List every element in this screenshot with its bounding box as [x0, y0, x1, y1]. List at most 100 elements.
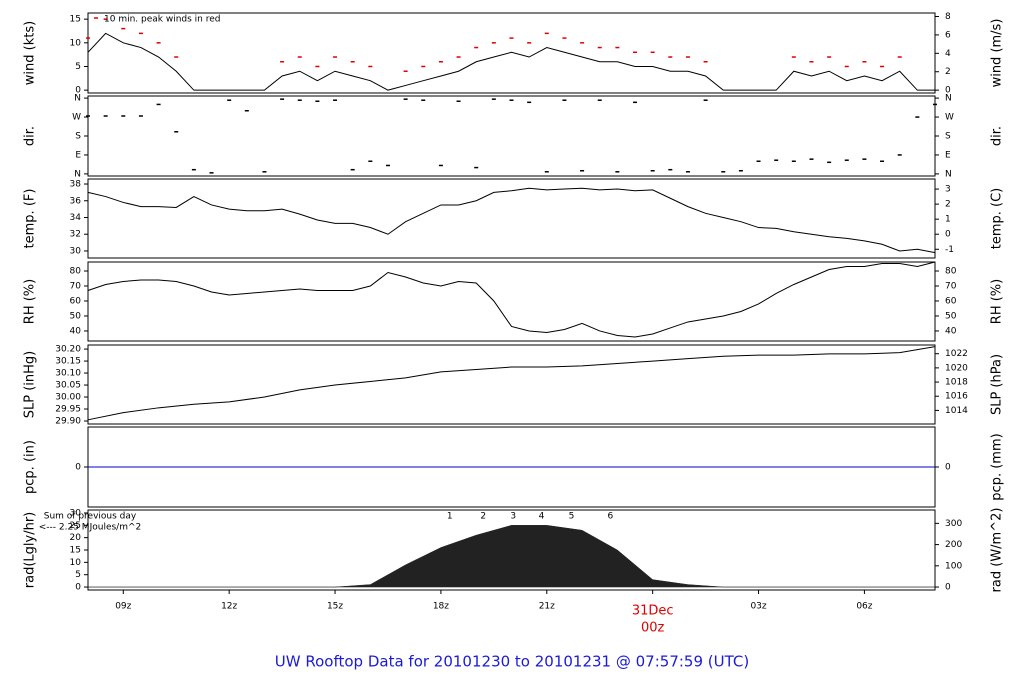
y2-tick-label: 1	[945, 215, 951, 225]
y-tick-label: 36	[70, 196, 82, 206]
y-axis-label: wind (kts)	[23, 21, 38, 85]
y2-tick-label: 60	[945, 296, 957, 306]
y-tick-label: 0	[75, 463, 81, 473]
date-label: 31Dec	[632, 604, 674, 619]
y-tick-label: 5	[75, 62, 81, 72]
y2-tick-label: 2	[945, 67, 951, 77]
y2-axis-label: RH (%)	[990, 279, 1005, 324]
x-tick-label: 12z	[221, 602, 237, 612]
y-tick-label: 30.10	[55, 369, 81, 379]
y-tick-label: 10	[70, 38, 82, 48]
y2-tick-label: 0	[945, 583, 951, 593]
y-axis-label: RH (%)	[23, 279, 38, 324]
y2-axis-label: temp. (C)	[990, 188, 1005, 250]
y2-tick-label: 1018	[945, 378, 968, 388]
x-tick-label: 03z	[750, 602, 766, 612]
y2-tick-label: 4	[945, 49, 951, 59]
area	[88, 525, 935, 588]
line	[87, 32, 935, 91]
y-tick-label: E	[75, 150, 81, 160]
y-tick-label: 60	[70, 296, 82, 306]
y2-tick-label: 70	[945, 281, 957, 291]
line	[87, 261, 936, 338]
hour-label: 2	[480, 512, 486, 522]
y2-tick-label: 0	[945, 230, 951, 240]
y-tick-label: 29.95	[55, 405, 81, 415]
y-tick-label: 0	[75, 86, 81, 96]
y2-tick-label: N	[945, 94, 952, 104]
y2-axis-label: wind (m/s)	[990, 19, 1005, 88]
hour-label: 6	[607, 512, 613, 522]
y-tick-label: N	[74, 169, 81, 179]
x-tick-label: 06z	[856, 602, 872, 612]
y2-tick-label: N	[945, 169, 952, 179]
hour-label: 5	[569, 512, 575, 522]
y2-tick-label: 0	[945, 463, 951, 473]
line	[87, 187, 936, 254]
y-tick-label: 15	[70, 546, 81, 556]
y2-tick-label: 6	[945, 30, 951, 40]
panel-frame	[87, 261, 936, 342]
y2-tick-label: 8	[945, 12, 951, 22]
y2-tick-label: 100	[945, 561, 962, 571]
y-tick-label: 30.05	[55, 381, 81, 391]
y-tick-label: 30	[70, 246, 82, 256]
x-tick-label: 15z	[327, 602, 343, 612]
y-tick-label: 38	[70, 180, 82, 190]
y-tick-label: N	[74, 94, 81, 104]
y2-tick-label: 1020	[945, 363, 968, 373]
y2-axis-label: pcp. (mm)	[990, 433, 1005, 500]
panel-frame	[87, 12, 936, 94]
y2-tick-label: 2	[945, 200, 951, 210]
y-tick-label: 34	[70, 213, 82, 223]
y-tick-label: 70	[70, 281, 82, 291]
note: Sum of previous day	[44, 512, 137, 522]
y2-axis-label: rad (W/m^2)	[990, 508, 1005, 593]
hour-label: 3	[510, 512, 516, 522]
y-tick-label: 15	[70, 15, 81, 25]
panel-frame	[87, 95, 936, 177]
y2-tick-label: S	[945, 132, 951, 142]
y-tick-label: 80	[70, 266, 82, 276]
y2-tick-label: 50	[945, 311, 957, 321]
y-tick-label: 40	[70, 326, 82, 336]
y2-tick-label: 0	[945, 86, 951, 96]
y-tick-label: 32	[70, 230, 81, 240]
y-axis-label: SLP (inHg)	[23, 351, 38, 419]
panel-frame	[87, 178, 936, 259]
y-tick-label: 30.15	[55, 357, 81, 367]
y2-tick-label: 200	[945, 540, 962, 550]
y-tick-label: 50	[70, 311, 82, 321]
y2-tick-label: 3	[945, 185, 951, 195]
x-tick-label: 18z	[433, 602, 449, 612]
x-tick-label: 00z	[641, 621, 665, 636]
x-tick-label: 09z	[115, 602, 131, 612]
y2-tick-label: -1	[945, 245, 954, 255]
y-axis-label: rad(Lgly/hr)	[23, 512, 38, 588]
y-tick-label: 29.90	[55, 417, 81, 427]
hour-label: 1	[447, 512, 453, 522]
y2-tick-label: 300	[945, 519, 962, 529]
y2-tick-label: 1014	[945, 406, 968, 416]
line	[87, 346, 936, 421]
y2-tick-label: E	[945, 150, 951, 160]
y-tick-label: 30	[70, 508, 82, 518]
annotation: 10 min. peak winds in red	[104, 15, 221, 25]
y2-axis-label: SLP (hPa)	[990, 354, 1005, 415]
y2-axis-label: dir.	[990, 126, 1005, 146]
y2-tick-label: 1022	[945, 349, 968, 359]
y-axis-label: dir.	[23, 126, 38, 146]
y2-tick-label: 40	[945, 326, 957, 336]
hour-label: 4	[539, 512, 545, 522]
y-axis-label: temp. (F)	[23, 189, 38, 249]
y-tick-label: 30.20	[55, 345, 81, 355]
y2-tick-label: 1016	[945, 392, 968, 402]
y-tick-label: 0	[75, 583, 81, 593]
note: <--- 2.25 MJoules/m^2	[39, 523, 141, 533]
y-tick-label: 30.00	[55, 393, 81, 403]
x-tick-label: 21z	[539, 602, 555, 612]
caption: UW Rooftop Data for 20101230 to 20101231…	[275, 653, 749, 671]
y-tick-label: 5	[75, 570, 81, 580]
y-tick-label: S	[75, 132, 81, 142]
